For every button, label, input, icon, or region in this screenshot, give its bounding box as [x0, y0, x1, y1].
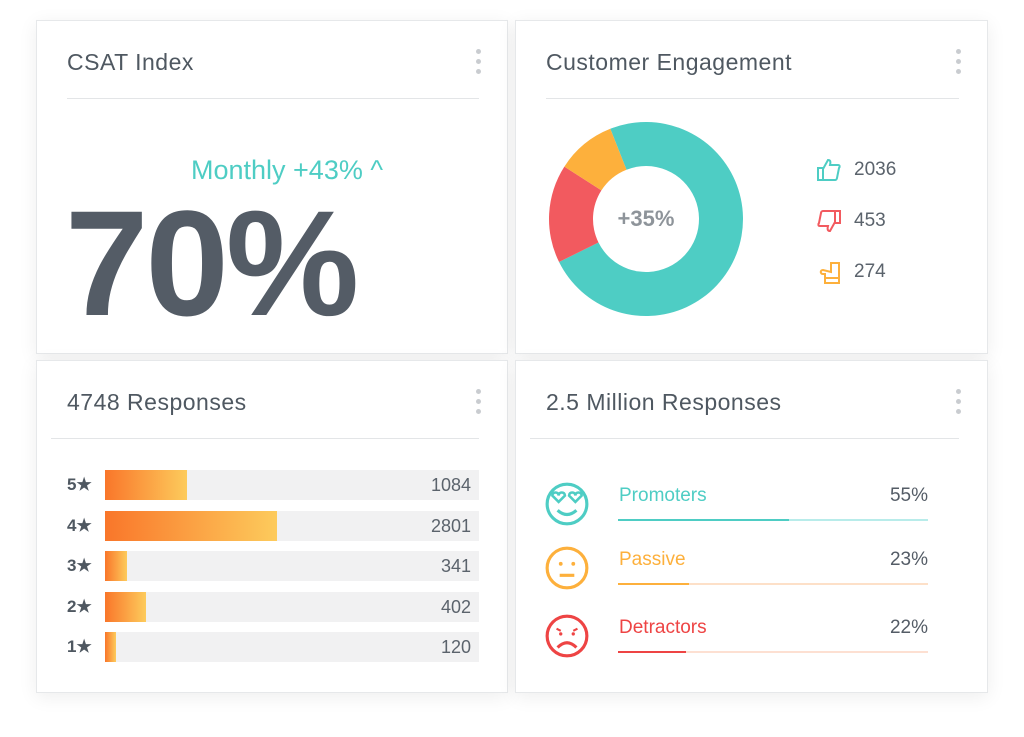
nps-percent: 55% — [889, 485, 928, 506]
rating-bar-fill — [105, 510, 278, 541]
thumbs-sideways-icon — [819, 262, 840, 284]
legend-item: 274 — [816, 259, 886, 285]
nps-percent: 22% — [889, 617, 928, 638]
star-label: 3★ — [67, 556, 92, 575]
card-title: 4748 Responses — [67, 389, 247, 415]
rating-row: 2★ 402 — [67, 591, 479, 622]
csat-value: 70% — [65, 179, 359, 347]
donut-slice — [564, 128, 627, 191]
legend-value: 2036 — [854, 159, 897, 180]
sad-face-icon — [545, 614, 589, 658]
donut-chart — [549, 121, 743, 316]
donut-slice — [549, 166, 602, 263]
donut-slice — [559, 121, 743, 316]
nps-bar — [618, 519, 928, 521]
rating-row: 3★ 341 — [67, 551, 479, 581]
thumbs-up-icon — [817, 158, 841, 181]
nps-label: Promoters — [619, 485, 707, 506]
nps-bar — [618, 583, 928, 585]
rating-count: 2801 — [430, 515, 471, 536]
nps-row: Detractors 22% — [544, 613, 928, 663]
nps-percent: 23% — [889, 549, 928, 570]
legend-item: 2036 — [816, 157, 896, 183]
rating-bar: 1084 — [105, 470, 479, 500]
divider — [51, 438, 479, 439]
card-title: 2.5 Million Responses — [546, 389, 782, 415]
nps-row: Passive 23% — [544, 545, 928, 595]
more-options-icon[interactable] — [476, 49, 481, 79]
more-options-icon[interactable] — [956, 389, 961, 419]
csat-card: CSAT Index Monthly +43% ^ 70% — [36, 20, 508, 354]
rating-bar-fill — [105, 551, 128, 581]
rating-bar: 341 — [105, 551, 479, 581]
rating-count: 120 — [440, 637, 471, 657]
engagement-card: Customer Engagement +35% 2036 453 274 — [515, 20, 988, 354]
rating-row: 5★ 1084 — [67, 470, 479, 500]
rating-row: 4★ 2801 — [67, 510, 479, 541]
more-options-icon[interactable] — [956, 49, 961, 79]
rating-bar-fill — [105, 470, 188, 500]
rating-count: 402 — [440, 596, 471, 617]
star-label: 1★ — [67, 637, 92, 656]
nps-bar-fill — [618, 519, 789, 521]
neutral-face-icon — [545, 546, 589, 590]
more-options-icon[interactable] — [476, 389, 481, 419]
legend-value: 274 — [854, 261, 886, 282]
divider — [546, 98, 959, 99]
nps-label: Passive — [619, 549, 686, 570]
rating-bar-fill — [105, 591, 147, 622]
thumbs-down-icon — [817, 210, 841, 233]
donut-center-label: +35% — [617, 206, 675, 231]
rating-row: 1★ 120 — [67, 632, 479, 662]
nps-bar-fill — [618, 583, 690, 585]
rating-bar: 2801 — [105, 510, 479, 541]
legend-item: 453 — [816, 208, 886, 234]
nps-bar — [618, 651, 928, 653]
star-label: 4★ — [67, 515, 92, 535]
divider — [530, 438, 959, 439]
nps-bar-fill — [618, 651, 687, 653]
rating-bar: 402 — [105, 591, 479, 622]
card-title: CSAT Index — [67, 49, 194, 75]
heart-eyes-face-icon — [545, 482, 589, 526]
legend-value: 453 — [854, 210, 886, 231]
rating-bar-fill — [105, 632, 117, 662]
rating-bar: 120 — [105, 632, 479, 662]
nps-label: Detractors — [619, 617, 707, 638]
nps-card: 2.5 Million Responses Promoters 55% Pass… — [515, 360, 988, 693]
rating-count: 341 — [440, 556, 471, 576]
star-label: 2★ — [67, 596, 92, 616]
rating-count: 1084 — [430, 475, 471, 495]
ratings-card: 4748 Responses 5★ 1084 4★ 2801 3★ 341 2★… — [36, 360, 508, 693]
nps-row: Promoters 55% — [544, 481, 928, 531]
divider — [67, 98, 479, 99]
star-label: 5★ — [67, 475, 92, 494]
card-title: Customer Engagement — [546, 49, 793, 75]
monthly-change: Monthly +43% ^ — [191, 155, 384, 185]
